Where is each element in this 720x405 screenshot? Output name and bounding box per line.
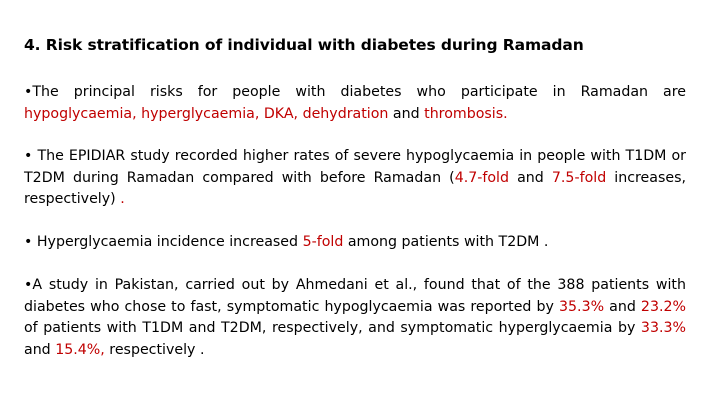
p2-t1dm-fold: 4.7-fold [454, 169, 510, 186]
p4-t1dm-hypo: 35.3% [559, 298, 605, 315]
paragraph-pakistan-study: •A study in Pakistan, carried out by Ahm… [24, 275, 686, 361]
p2-end: . [115, 191, 125, 207]
p4-text: •A study in Pakistan, carried out by Ahm… [24, 277, 686, 315]
p4-and-1: and [604, 298, 641, 315]
p2-text: • The EPIDIAR study recorded higher rate… [24, 148, 686, 186]
p2-t2dm-fold: 7.5-fold [551, 169, 607, 186]
p4-t2dm-hypo: 23.2% [640, 298, 686, 315]
p1-thrombosis: thrombosis. [424, 105, 508, 122]
p3-fold: 5-fold [302, 234, 344, 250]
paragraph-epidiar-study: • The EPIDIAR study recorded higher rate… [24, 146, 686, 211]
p3-tail: among patients with T2DM . [343, 234, 549, 250]
p1-risk-list: hypoglycaemia, hyperglycaemia, DKA, dehy… [24, 105, 389, 122]
p3-text: • Hyperglycaemia incidence increased [24, 234, 303, 250]
p4-middle: of patients with T1DM and T2DM, respecti… [24, 320, 641, 336]
p2-tail: increases, respectively) [24, 169, 686, 208]
slide-title: 4. Risk stratification of individual wit… [24, 36, 584, 54]
p4-t1dm-hyper: 33.3% [640, 320, 686, 336]
p4-t2dm-hyper: 15.4%, [55, 341, 105, 358]
paragraph-principal-risks: •The principal risks for people with dia… [24, 82, 686, 125]
p1-and: and [388, 105, 425, 122]
p4-tail: respectively . [104, 341, 205, 358]
paragraph-hyperglycaemia: • Hyperglycaemia incidence increased 5-f… [24, 232, 686, 254]
p4-and-2: and [24, 341, 56, 358]
p2-and: and [509, 169, 552, 186]
p1-text: •The principal risks for people with dia… [24, 84, 686, 100]
